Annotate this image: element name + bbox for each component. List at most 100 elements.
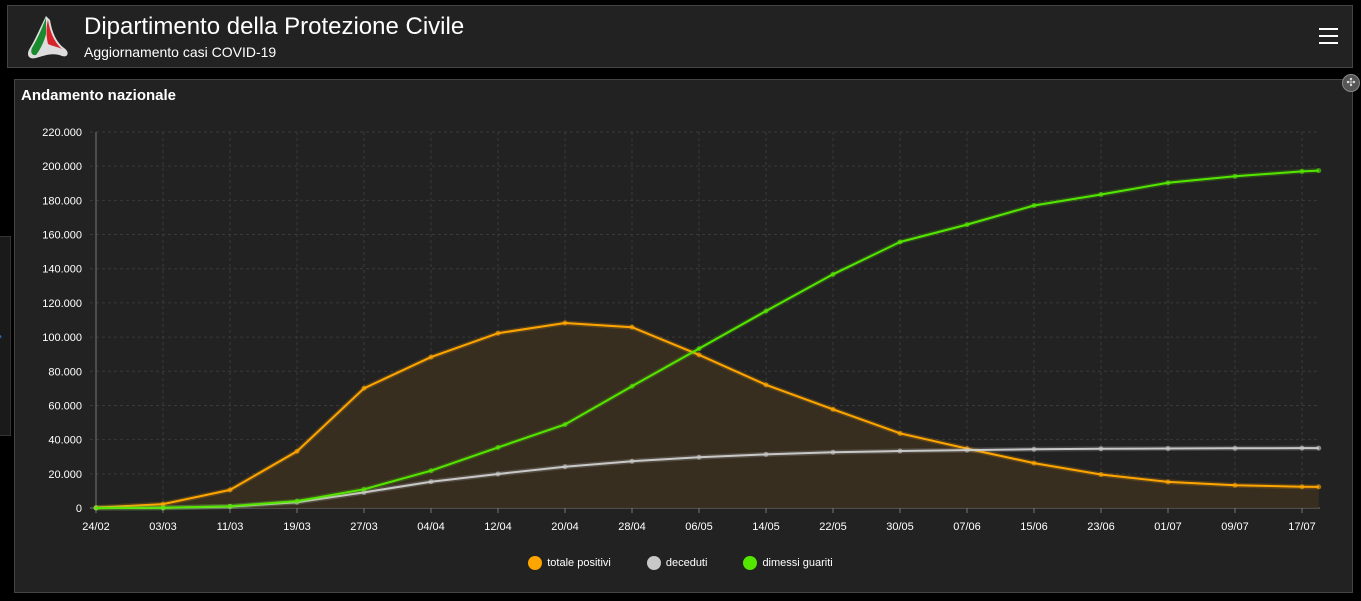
data-point bbox=[1232, 445, 1238, 451]
data-point bbox=[1031, 460, 1037, 466]
data-point bbox=[1098, 192, 1104, 198]
chart-legend: totale positivi deceduti dimessi guariti bbox=[0, 556, 1361, 570]
data-point bbox=[1316, 484, 1322, 490]
data-point bbox=[629, 458, 635, 464]
legend-swatch bbox=[646, 556, 661, 570]
legend-item-dimessi-guariti[interactable]: dimessi guariti bbox=[743, 556, 833, 570]
chevron-right-icon: › bbox=[0, 329, 2, 343]
legend-label: deceduti bbox=[665, 557, 708, 569]
data-point bbox=[562, 320, 568, 326]
legend-label: dimessi guariti bbox=[762, 557, 833, 569]
data-point bbox=[495, 330, 501, 336]
app-subtitle: Aggiornamento casi COVID-19 bbox=[84, 44, 277, 60]
protezione-civile-logo bbox=[28, 16, 68, 59]
legend-swatch bbox=[743, 556, 758, 570]
x-tick-label: 14/05 bbox=[752, 521, 780, 533]
data-point bbox=[361, 486, 367, 492]
panel-title: Andamento nazionale bbox=[21, 87, 177, 104]
x-tick-label: 28/04 bbox=[618, 521, 646, 533]
data-point bbox=[1165, 446, 1171, 452]
data-point bbox=[93, 505, 99, 511]
app-header: Dipartimento della Protezione Civile Agg… bbox=[7, 5, 1353, 68]
collapse-icon[interactable]: ✣ bbox=[1342, 74, 1360, 92]
y-tick-label: 60.000 bbox=[48, 400, 82, 412]
y-tick-label: 100.000 bbox=[42, 332, 82, 344]
legend-swatch bbox=[528, 556, 543, 570]
y-tick-label: 180.000 bbox=[42, 195, 82, 207]
data-point bbox=[227, 503, 233, 509]
data-point bbox=[562, 464, 568, 470]
legend-label: totale positivi bbox=[547, 557, 611, 569]
x-tick-label: 07/06 bbox=[953, 521, 981, 533]
data-point bbox=[1299, 445, 1305, 451]
data-point bbox=[1165, 479, 1171, 485]
x-tick-label: 27/03 bbox=[350, 521, 378, 533]
data-point bbox=[696, 346, 702, 352]
series-line-dimessi-guariti bbox=[95, 169, 1319, 509]
data-point bbox=[830, 406, 836, 412]
y-tick-label: 80.000 bbox=[48, 366, 82, 378]
y-tick-label: 140.000 bbox=[42, 264, 82, 276]
data-point bbox=[1232, 173, 1238, 179]
data-point bbox=[964, 222, 970, 228]
data-point bbox=[361, 385, 367, 391]
y-tick-label: 160.000 bbox=[42, 230, 82, 242]
y-tick-label: 120.000 bbox=[42, 298, 82, 310]
y-tick-label: 220.000 bbox=[42, 127, 82, 139]
x-tick-label: 30/05 bbox=[886, 521, 914, 533]
data-point bbox=[160, 501, 166, 507]
x-tick-label: 09/07 bbox=[1221, 521, 1249, 533]
data-point bbox=[227, 487, 233, 493]
data-point bbox=[696, 454, 702, 460]
x-tick-label: 12/04 bbox=[484, 521, 512, 533]
data-point bbox=[830, 271, 836, 277]
series-line-totale-positivi bbox=[95, 321, 1319, 509]
data-point bbox=[428, 479, 434, 485]
x-tick-label: 04/04 bbox=[417, 521, 445, 533]
data-point bbox=[830, 449, 836, 455]
data-point bbox=[294, 498, 300, 504]
data-point bbox=[1299, 484, 1305, 490]
legend-item-deceduti[interactable]: deceduti bbox=[646, 556, 708, 570]
area-totale-positivi bbox=[96, 323, 1319, 508]
data-point bbox=[897, 430, 903, 436]
series-line-deceduti bbox=[95, 447, 1319, 509]
data-point bbox=[495, 471, 501, 477]
x-tick-label: 20/04 bbox=[551, 521, 579, 533]
x-tick-label: 17/07 bbox=[1288, 521, 1316, 533]
data-point bbox=[1316, 445, 1322, 451]
data-point bbox=[1165, 180, 1171, 186]
data-point bbox=[964, 447, 970, 453]
x-tick-label: 24/02 bbox=[82, 521, 110, 533]
data-point bbox=[562, 421, 568, 427]
data-point bbox=[696, 352, 702, 358]
x-tick-label: 11/03 bbox=[217, 521, 244, 533]
side-panel-toggle[interactable]: › bbox=[0, 236, 11, 436]
app-title: Dipartimento della Protezione Civile bbox=[84, 13, 465, 40]
data-point bbox=[294, 448, 300, 454]
data-point bbox=[629, 383, 635, 389]
legend-item-totale-positivi[interactable]: totale positivi bbox=[528, 556, 611, 570]
x-tick-label: 06/05 bbox=[685, 521, 713, 533]
y-tick-label: 40.000 bbox=[48, 435, 82, 447]
data-point bbox=[763, 382, 769, 388]
data-point bbox=[897, 448, 903, 454]
data-point bbox=[1316, 168, 1322, 174]
data-point bbox=[763, 451, 769, 457]
data-point bbox=[1031, 202, 1037, 208]
y-tick-label: 200.000 bbox=[42, 161, 82, 173]
data-point bbox=[763, 308, 769, 314]
data-point bbox=[160, 505, 166, 511]
data-point bbox=[1299, 168, 1305, 174]
data-point bbox=[1031, 446, 1037, 452]
data-point bbox=[1098, 446, 1104, 452]
y-tick-label: 0 bbox=[76, 503, 82, 515]
data-point bbox=[1232, 482, 1238, 488]
data-point bbox=[1098, 472, 1104, 478]
y-tick-label: 20.000 bbox=[48, 469, 82, 481]
data-point bbox=[629, 324, 635, 330]
hamburger-icon[interactable] bbox=[1319, 28, 1338, 45]
data-point bbox=[495, 444, 501, 450]
x-tick-label: 15/06 bbox=[1020, 521, 1048, 533]
